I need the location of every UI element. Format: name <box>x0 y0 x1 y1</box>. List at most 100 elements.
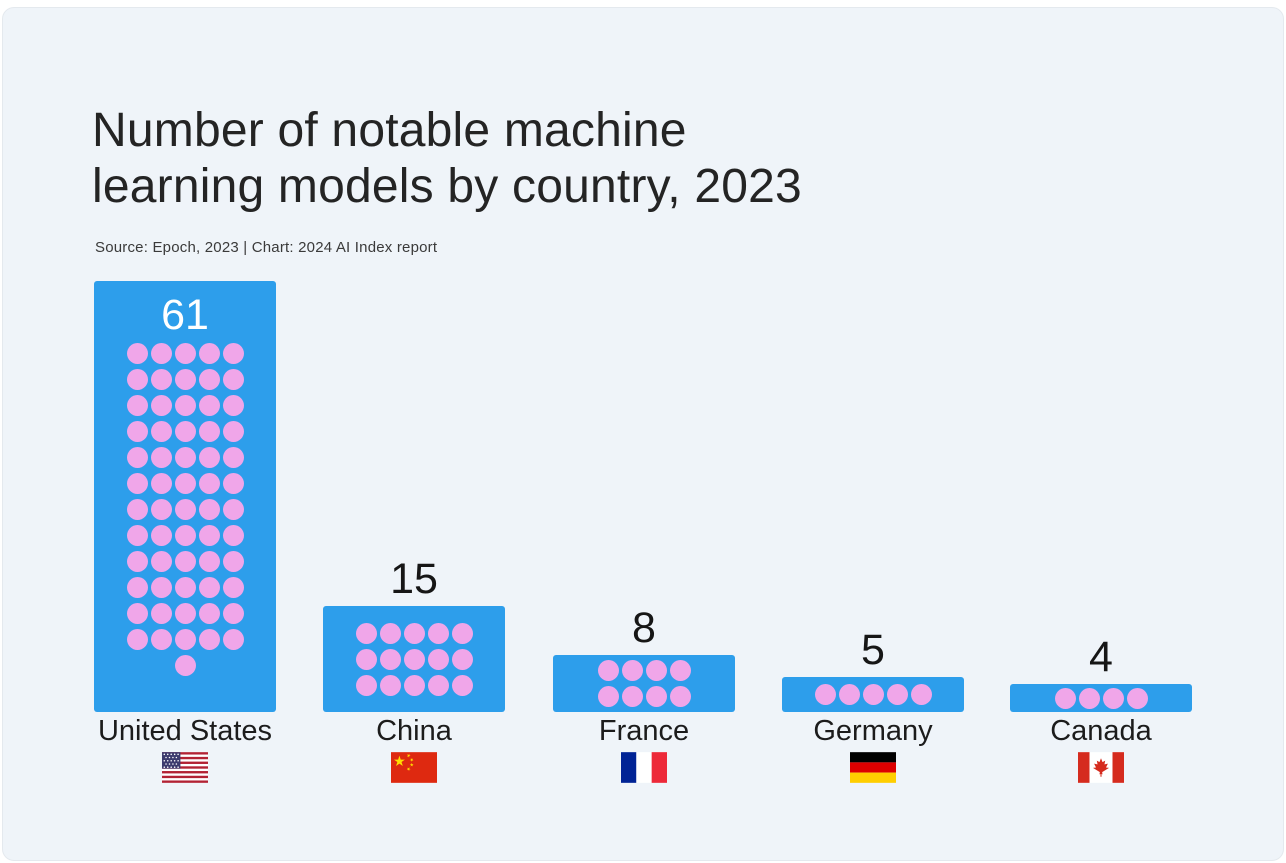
unit-dot <box>174 421 196 442</box>
unit-dot <box>621 660 643 681</box>
unit-dot <box>150 629 172 650</box>
unit-dot <box>126 603 148 624</box>
unit-dot <box>222 499 244 520</box>
bar-france <box>553 655 735 712</box>
bar-china <box>323 606 505 712</box>
column-china: 15 China <box>323 0 505 863</box>
column-canada: 4 Canada <box>1010 0 1192 863</box>
unit-dot <box>403 674 425 696</box>
unit-dot <box>1054 687 1076 709</box>
dot-row <box>814 684 932 705</box>
unit-dot <box>150 421 172 442</box>
unit-dot <box>198 343 220 364</box>
unit-dot <box>451 622 473 644</box>
dot-row <box>597 686 691 707</box>
unit-dot <box>222 473 244 494</box>
unit-dot <box>150 603 172 624</box>
unit-dot <box>597 660 619 681</box>
united-states-flag-icon <box>162 752 208 783</box>
dot-row <box>126 577 244 598</box>
chart-title: Number of notable machine learning model… <box>92 103 802 215</box>
canada-flag-icon <box>1078 752 1124 783</box>
value-label-france: 8 <box>632 604 656 652</box>
country-label-china: China <box>376 715 452 747</box>
bar-canada <box>1010 684 1192 712</box>
unit-dot <box>174 343 196 364</box>
unit-dot <box>174 655 196 676</box>
unit-dot <box>126 395 148 416</box>
bar-germany <box>782 677 964 712</box>
unit-dot <box>379 674 401 696</box>
unit-dot <box>174 603 196 624</box>
unit-dot <box>1078 687 1100 709</box>
dot-row <box>174 655 196 676</box>
dot-row <box>126 369 244 390</box>
unit-dot <box>198 369 220 390</box>
unit-dot <box>597 686 619 707</box>
unit-dot <box>621 686 643 707</box>
germany-flag-icon <box>850 752 896 783</box>
dot-row <box>1054 687 1148 709</box>
unit-dot <box>150 525 172 546</box>
unit-dot <box>150 499 172 520</box>
unit-dot <box>174 499 196 520</box>
unit-dot <box>126 421 148 442</box>
unit-dot <box>379 622 401 644</box>
unit-dot <box>427 622 449 644</box>
unit-dot <box>222 629 244 650</box>
unit-dot <box>355 648 377 670</box>
unit-dot <box>126 525 148 546</box>
unit-dot <box>150 369 172 390</box>
value-label-germany: 5 <box>861 626 885 674</box>
unit-dot <box>198 577 220 598</box>
unit-dot <box>1126 687 1148 709</box>
unit-dot <box>174 369 196 390</box>
unit-dots-canada <box>1054 687 1148 709</box>
value-label-china: 15 <box>390 555 438 603</box>
chart-title-line1: Number of notable machine <box>92 104 687 157</box>
dot-row <box>126 629 244 650</box>
country-label-france: France <box>598 715 690 747</box>
unit-dot <box>174 629 196 650</box>
unit-dot <box>174 395 196 416</box>
unit-dot <box>645 686 667 707</box>
unit-dot <box>126 369 148 390</box>
bar-united-states: 61 <box>94 281 276 712</box>
unit-dot <box>222 603 244 624</box>
dot-row <box>126 395 244 416</box>
unit-dot <box>451 674 473 696</box>
unit-dot <box>150 577 172 598</box>
unit-dots-france <box>597 660 691 707</box>
dot-row <box>355 622 473 644</box>
unit-dot <box>174 525 196 546</box>
unit-dot <box>198 421 220 442</box>
unit-dots-china <box>355 622 473 696</box>
column-france: 8 France <box>553 0 735 863</box>
unit-dot <box>198 629 220 650</box>
unit-dot <box>174 447 196 468</box>
dot-row <box>126 473 244 494</box>
unit-dot <box>126 499 148 520</box>
unit-dot <box>427 674 449 696</box>
unit-dot <box>174 577 196 598</box>
unit-dot <box>198 551 220 572</box>
dot-row <box>597 660 691 681</box>
unit-dot <box>862 684 884 705</box>
unit-dot <box>174 473 196 494</box>
chart-source: Source: Epoch, 2023 | Chart: 2024 AI Ind… <box>95 239 438 256</box>
chart-title-line2: learning models by country, 2023 <box>92 160 802 213</box>
unit-dot <box>198 447 220 468</box>
unit-dot <box>910 684 932 705</box>
dot-row <box>126 421 244 442</box>
country-label-canada: Canada <box>1050 715 1152 747</box>
unit-dot <box>126 473 148 494</box>
unit-dot <box>222 421 244 442</box>
unit-dot <box>198 499 220 520</box>
unit-dot <box>814 684 836 705</box>
unit-dot <box>427 648 449 670</box>
france-flag-icon <box>621 752 667 783</box>
unit-dot <box>150 473 172 494</box>
unit-dot <box>126 629 148 650</box>
